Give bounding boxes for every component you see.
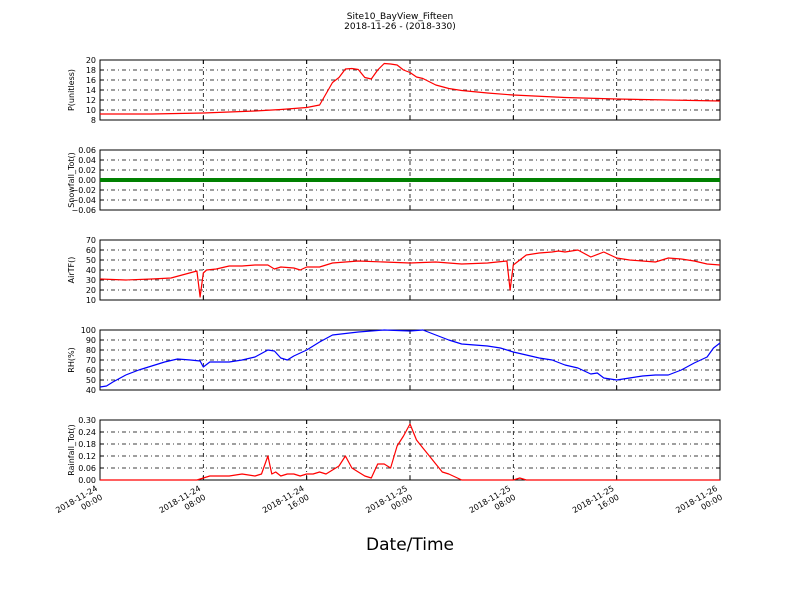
series-line [100,62,721,115]
y-tick-label: 80 [86,346,96,355]
y-tick-label: 90 [86,336,96,345]
y-tick-label: 100 [81,326,96,335]
y-tick-label: 14 [86,86,96,95]
y-tick-label: 18 [86,66,96,75]
series-line [99,249,721,298]
y-tick-label: 70 [86,236,96,245]
x-tick-label: 2018-11-2516:00 [571,484,621,524]
y-tick-label: 40 [86,266,96,275]
y-tick-label: 0.30 [78,416,96,425]
y-tick-label: 40 [86,386,96,395]
y-tick-label: 60 [86,366,96,375]
y-tick-label: 0.04 [78,156,96,165]
y-tick-label: 50 [86,256,96,265]
y-axis-label: P(unitless) [67,69,76,111]
y-tick-label: 20 [86,56,96,65]
y-tick-label: −0.06 [71,206,96,215]
y-tick-label: 12 [86,96,96,105]
y-tick-label: −0.02 [71,186,96,195]
figure-title: Site10_BayView_Fifteen [347,12,453,22]
series-line [100,423,720,481]
y-tick-label: 0.18 [78,440,96,449]
x-axis-label: Date/Time [366,535,454,555]
y-tick-label: 0.00 [78,476,96,485]
x-tick-label: 2018-11-2508:00 [468,484,518,524]
y-tick-label: 0.12 [78,452,96,461]
y-axis-label: Rainfall_Tot() [67,424,76,476]
y-tick-label: 16 [86,76,96,85]
y-tick-label: 30 [86,276,96,285]
y-axis-label: AirTF() [67,257,76,284]
y-tick-label: 0.02 [78,166,96,175]
y-tick-label: 70 [86,356,96,365]
x-tick-label: 2018-11-2408:00 [158,484,208,524]
y-tick-label: −0.04 [71,196,96,205]
x-tick-label: 2018-11-2400:00 [54,484,104,524]
y-tick-label: 10 [86,296,96,305]
y-tick-label: 0.06 [78,146,96,155]
y-tick-label: 10 [86,106,96,115]
y-tick-label: 8 [91,116,96,125]
x-tick-label: 2018-11-2500:00 [364,484,414,524]
panel-snowfall-tot: −0.06−0.04−0.020.000.020.040.06Snowfall_… [67,146,721,215]
y-axis-label: RH(%) [67,347,76,372]
series-line [99,329,721,388]
y-tick-label: 0.24 [78,428,96,437]
y-tick-label: 0.00 [78,176,96,185]
x-tick-labels: 2018-11-2400:00 2018-11-2408:00 2018-11-24… [54,484,724,524]
y-tick-label: 60 [86,246,96,255]
x-tick-label: 2018-11-2600:00 [674,484,724,524]
y-tick-label: 0.06 [78,464,96,473]
y-tick-label: 20 [86,286,96,295]
y-axis-label: Snowfall_Tot() [67,152,76,208]
x-tick-label: 2018-11-2416:00 [261,484,311,524]
y-tick-label: 50 [86,376,96,385]
figure-subtitle: 2018-11-26 - (2018-330) [344,22,456,32]
